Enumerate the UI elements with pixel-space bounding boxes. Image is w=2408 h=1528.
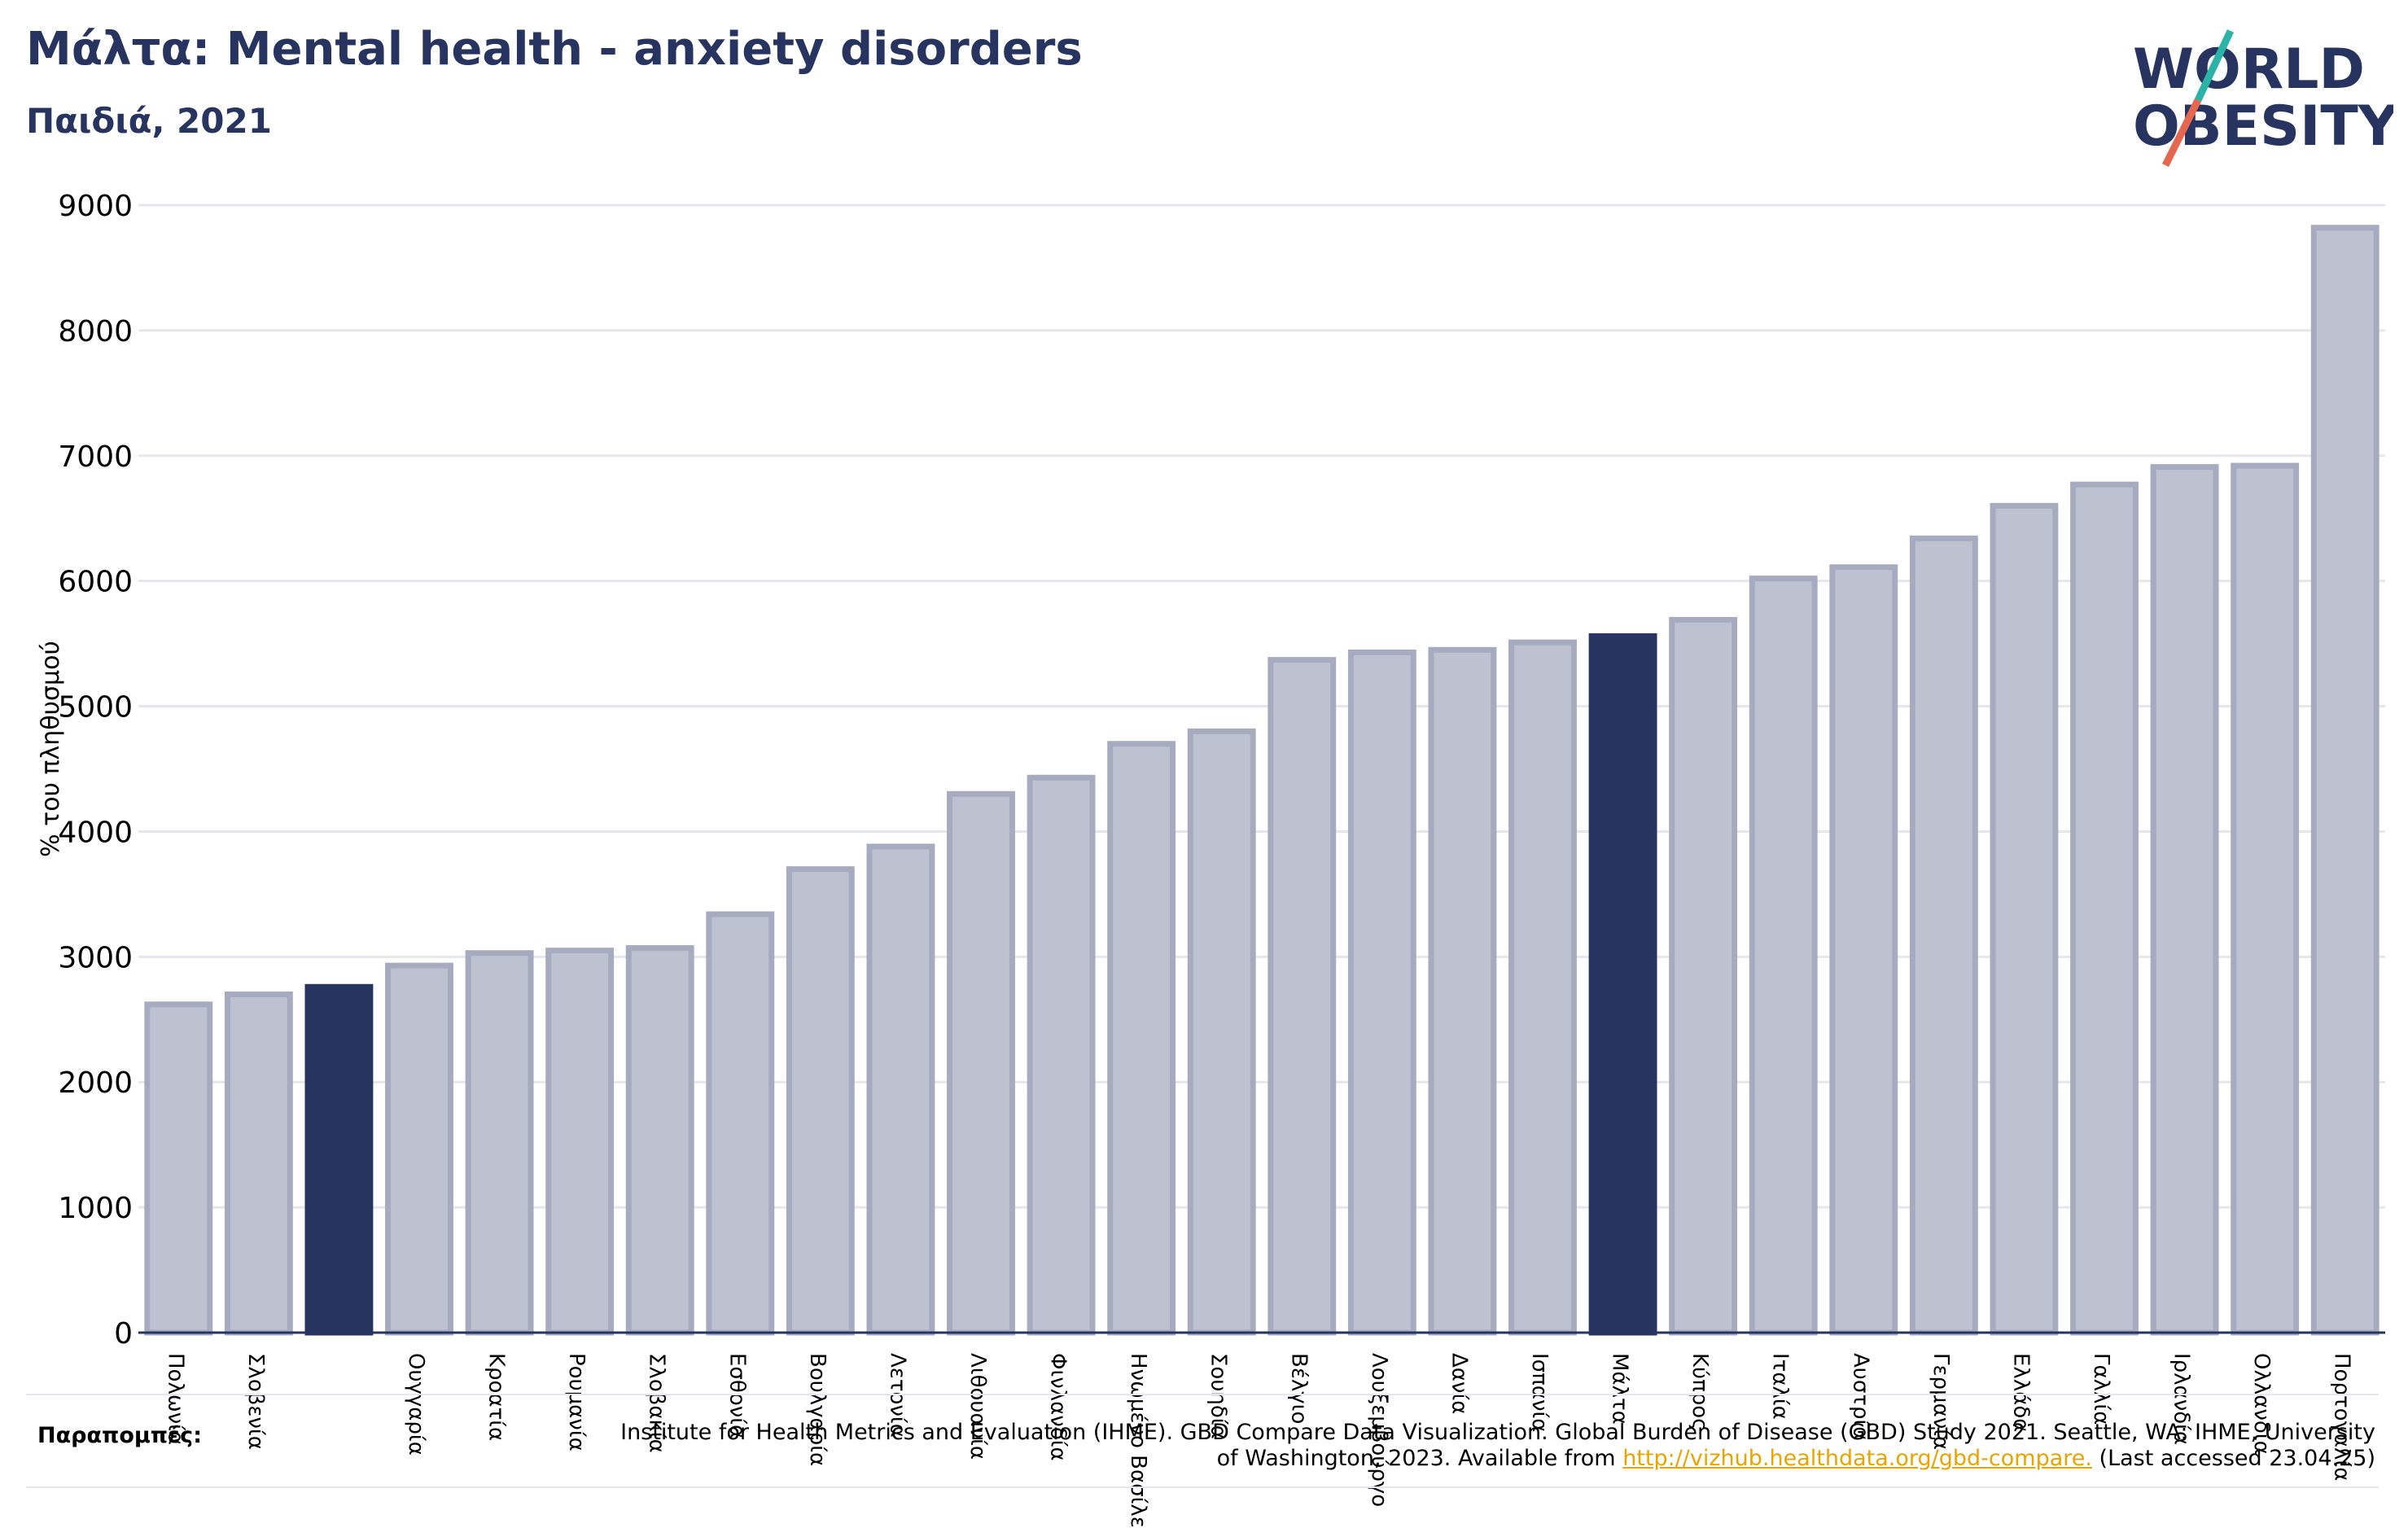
x-tick-label: Δανία (1447, 1353, 1471, 1414)
bar (385, 962, 453, 1336)
bar (1107, 741, 1176, 1336)
logo-slash-teal (2194, 29, 2235, 102)
references-accessed: (Last accessed 23.04.25) (2091, 1446, 2375, 1472)
x-tick-label: Μάλτα (1608, 1353, 1632, 1425)
bar (2070, 481, 2139, 1336)
bar (1669, 616, 1738, 1336)
bar (2231, 462, 2300, 1336)
x-tick-label: Εσθονία (725, 1353, 749, 1438)
bar (947, 790, 1015, 1336)
x-tick-label: Πορτογαλία (2330, 1353, 2354, 1481)
x-tick-label: Κύπρος (1688, 1353, 1712, 1430)
references-link[interactable]: http://vizhub.healthdata.org/gbd-compare… (1622, 1446, 2092, 1472)
bar (1990, 502, 2059, 1336)
bar (1027, 774, 1096, 1336)
y-axis-ticks: 0 1000 2000 3000 4000 5000 6000 7000 8000 9000 (58, 190, 133, 1351)
bar (224, 992, 293, 1336)
x-tick-label: Ισπανία (1527, 1353, 1552, 1432)
x-tick-label: Γερμανία (1929, 1353, 1953, 1450)
bar (786, 866, 855, 1336)
chart-title: Μάλτα: Mental health - anxiety disorders (26, 23, 1083, 76)
bar (465, 950, 534, 1336)
y-tick-label: 5000 (58, 691, 133, 725)
logo-line1: WORLD (2133, 37, 2365, 102)
bars (144, 225, 2380, 1336)
bar (1588, 633, 1657, 1336)
x-tick-label: Σλοβακία (645, 1353, 669, 1453)
x-tick-label: Βέλγιο (1286, 1353, 1311, 1424)
x-tick-label: Ιταλία (1768, 1353, 1793, 1420)
y-tick-label: 9000 (58, 190, 133, 223)
y-tick-label: 0 (114, 1317, 133, 1351)
bar (144, 1001, 213, 1336)
x-tick-label: Αυστρία (1848, 1353, 1872, 1440)
x-tick-label: Ιρλανδία (2169, 1353, 2194, 1445)
bar (1909, 535, 1978, 1336)
x-tick-label: Λουξεμβούργο (1367, 1353, 1391, 1507)
bar (1508, 639, 1577, 1336)
references-label: Παραπομπές: (37, 1423, 202, 1448)
y-axis-label: % του πληθυσμού (37, 641, 65, 857)
bar (866, 843, 935, 1336)
x-tick-label: Ρουμανία (564, 1353, 589, 1451)
y-tick-label: 1000 (58, 1192, 133, 1225)
x-tick-label: Ολλανδία (2249, 1353, 2274, 1455)
bar (545, 948, 615, 1336)
y-tick-label: 7000 (58, 440, 133, 474)
y-tick-label: 4000 (58, 816, 133, 849)
x-axis-labels: Πολωνία Σλοβενία Ουγγαρία Κροατία Ρουμανία Σλ… (163, 1353, 2353, 1528)
x-tick-label: Ουγγαρία (404, 1353, 428, 1456)
references-text: Institute for Health Metrics and Evaluat… (619, 1420, 2375, 1473)
x-tick-label: Λιθουανία (965, 1353, 990, 1460)
bar (1749, 576, 1818, 1336)
bar (1829, 564, 1898, 1336)
y-tick-label: 3000 (58, 941, 133, 974)
x-tick-label: Γαλλία (2089, 1353, 2113, 1425)
bar (1187, 728, 1256, 1336)
x-tick-label: Κροατία (484, 1353, 509, 1441)
y-tick-label: 6000 (58, 566, 133, 599)
bar (1347, 649, 1416, 1336)
bar (706, 911, 775, 1336)
logo-slash-red (2161, 98, 2202, 168)
bar (2150, 464, 2219, 1336)
y-tick-label: 8000 (58, 315, 133, 348)
world-obesity-logo: WORLD OBESITY (2117, 23, 2399, 177)
y-tick-label: 2000 (58, 1066, 133, 1100)
x-tick-label: Βουλγαρία (805, 1353, 830, 1466)
bar (1267, 657, 1337, 1336)
references-bottom-divider (26, 1486, 2379, 1488)
chart-subtitle: Παιδιά, 2021 (26, 101, 272, 141)
references-body: Institute for Health Metrics and Evaluat… (620, 1420, 2375, 1472)
x-tick-label: Ηνωμένο Βασίλειο (1126, 1353, 1150, 1528)
bar (2310, 225, 2380, 1336)
x-tick-label: Σουηδία (1206, 1353, 1231, 1439)
x-tick-label: Φινλανδία (1046, 1353, 1070, 1461)
bar (304, 983, 374, 1336)
x-tick-label: Πολωνία (163, 1353, 187, 1445)
x-tick-label: Ελλάδα (2008, 1353, 2033, 1432)
bar (625, 945, 694, 1336)
bar (1428, 646, 1497, 1336)
references-top-divider (26, 1394, 2379, 1395)
x-tick-label: Σλοβενία (243, 1353, 268, 1450)
